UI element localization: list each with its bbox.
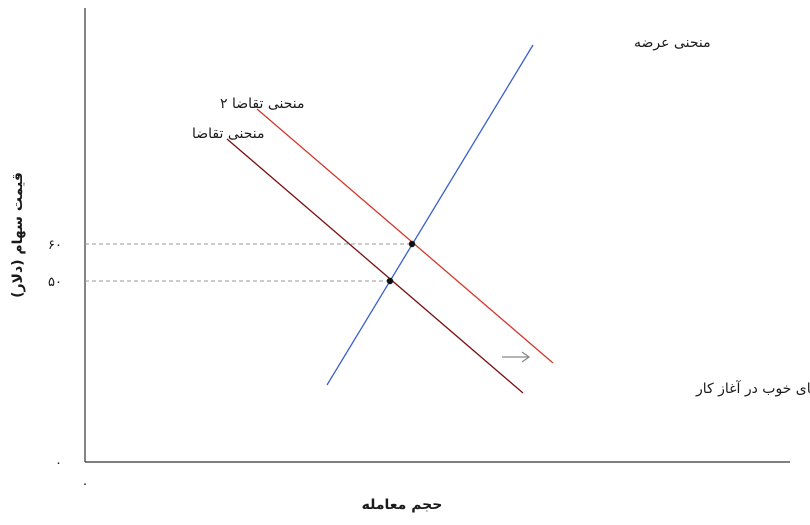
equilibrium-point-2 [408,240,416,248]
demand2-label: منحنی تقاضا ۲ [220,96,304,112]
x-axis-title: حجم معامله [362,497,443,513]
y-tick-50: ۵۰ [48,275,62,290]
y-axis-title: قیمت سهام (دلار) [10,172,26,298]
demand-curve-2 [256,108,554,364]
y-tick-60: ۶۰ [48,238,62,253]
news-label: خبرهای خوب در آغاز کار [695,380,810,397]
demand-curve [226,138,524,394]
y-origin-label: ۰ [55,456,62,471]
supply-curve [326,44,534,386]
x-origin-label: ۰ [82,477,89,492]
equilibrium-point-1 [386,277,394,285]
demand-label: منحنی تقاضا [192,126,265,142]
supply-label: منحنی عرضه [634,35,711,51]
shift-arrow-icon [502,351,531,363]
